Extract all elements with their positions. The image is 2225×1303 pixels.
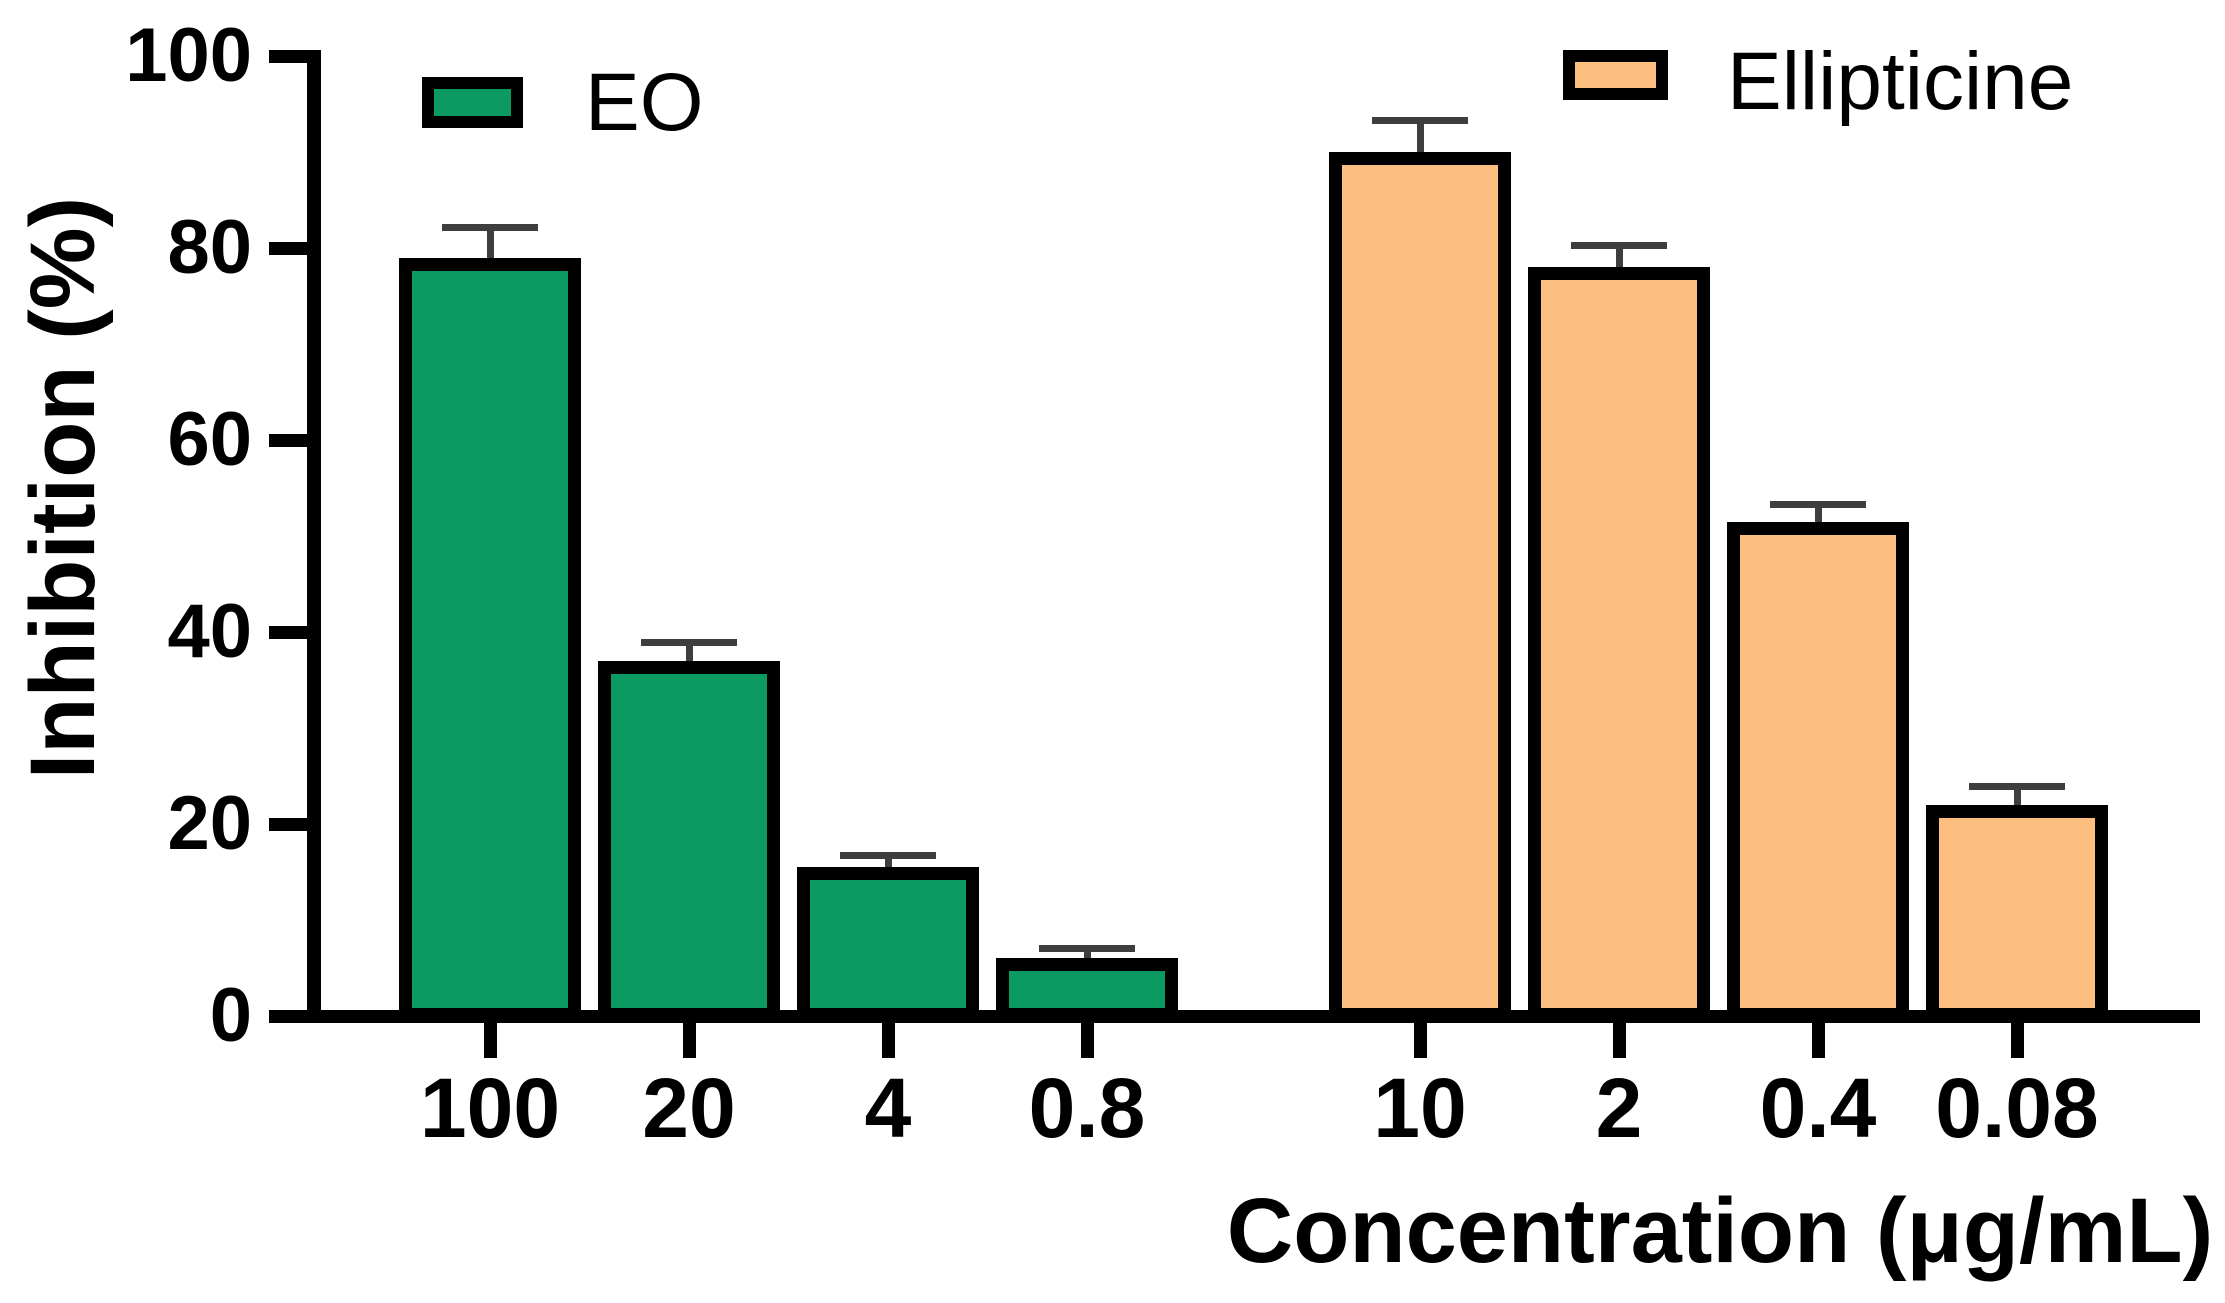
- bar-eo-100: [399, 257, 581, 1021]
- y-tick-label-40: 40: [167, 589, 252, 674]
- x-tick-label-eo-0.8: 0.8: [1028, 1061, 1146, 1155]
- y-tick-label-100: 100: [125, 13, 252, 98]
- y-tick-60: [269, 433, 307, 447]
- error-bar-stem-eo-100: [486, 227, 494, 278]
- y-tick-label-80: 80: [167, 205, 252, 290]
- x-tick-eo-0.8: [1080, 1023, 1094, 1058]
- y-tick-label-20: 20: [167, 781, 252, 866]
- error-bar-cap-eo-4: [840, 852, 936, 860]
- x-tick-label-ellipticine-0.4: 0.4: [1759, 1061, 1877, 1155]
- x-tick-eo-100: [483, 1023, 497, 1058]
- bar-ellipticine-10: [1329, 152, 1511, 1021]
- bar-eo-4: [797, 867, 979, 1021]
- error-bar-cap-eo-100: [442, 224, 538, 232]
- legend-label-ellipticine: Ellipticine: [1727, 36, 2074, 127]
- error-bar-cap-ellipticine-0.4: [1770, 500, 1866, 508]
- legend-swatch-eo: [422, 77, 523, 128]
- error-bar-stem-ellipticine-10: [1416, 120, 1424, 172]
- x-tick-label-ellipticine-2: 2: [1595, 1061, 1643, 1155]
- legend-label-eo: EO: [585, 57, 704, 148]
- y-tick-label-60: 60: [167, 397, 252, 482]
- x-tick-eo-4: [881, 1023, 895, 1058]
- x-tick-ellipticine-0.4: [1811, 1023, 1825, 1058]
- error-bar-cap-ellipticine-0.08: [1969, 783, 2065, 791]
- bar-eo-20: [598, 660, 780, 1021]
- legend-swatch-ellipticine: [1563, 50, 1668, 100]
- bar-ellipticine-0.4: [1727, 521, 1909, 1021]
- bar-eo-0.8: [996, 958, 1178, 1021]
- y-tick-0: [269, 1009, 307, 1023]
- x-tick-label-ellipticine-10: 10: [1373, 1061, 1467, 1155]
- y-tick-label-0: 0: [209, 973, 252, 1058]
- bar-ellipticine-0.08: [1926, 804, 2108, 1021]
- error-bar-cap-eo-0.8: [1039, 945, 1135, 953]
- y-tick-40: [269, 625, 307, 639]
- y-axis-title: Inhibition (%): [12, 196, 114, 780]
- x-tick-label-eo-4: 4: [864, 1061, 912, 1155]
- error-bar-cap-ellipticine-10: [1372, 116, 1468, 124]
- y-tick-20: [269, 817, 307, 831]
- error-bar-stem-ellipticine-2: [1615, 245, 1623, 288]
- x-tick-ellipticine-0.08: [2010, 1023, 2024, 1058]
- x-tick-label-eo-100: 100: [419, 1061, 561, 1155]
- x-tick-label-ellipticine-0.08: 0.08: [1935, 1061, 2099, 1155]
- y-tick-80: [269, 241, 307, 255]
- x-tick-label-eo-20: 20: [642, 1061, 736, 1155]
- bar-ellipticine-2: [1528, 267, 1710, 1021]
- error-bar-cap-ellipticine-2: [1571, 241, 1667, 249]
- y-tick-100: [269, 49, 307, 63]
- x-tick-eo-20: [682, 1023, 696, 1058]
- error-bar-cap-eo-20: [641, 639, 737, 647]
- x-tick-ellipticine-10: [1413, 1023, 1427, 1058]
- y-axis-spine: [307, 50, 321, 1023]
- x-tick-ellipticine-2: [1612, 1023, 1626, 1058]
- x-axis-title: Concentration (μg/mL): [1226, 1180, 2214, 1282]
